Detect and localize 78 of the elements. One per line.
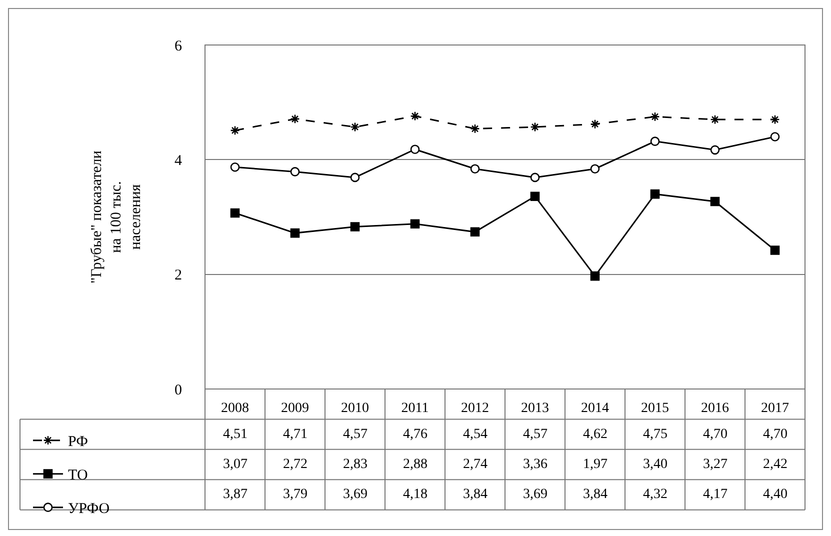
legend-label: РФ bbox=[68, 434, 88, 450]
data-label: 4,62 bbox=[583, 427, 608, 442]
point bbox=[770, 132, 780, 142]
data-label: 4,51 bbox=[223, 427, 248, 442]
x-tick-label: 2008 bbox=[221, 401, 249, 416]
data-label: 3,79 bbox=[283, 487, 308, 502]
point bbox=[650, 112, 660, 122]
data-label: 3,84 bbox=[463, 487, 488, 502]
x-tick-label: 2012 bbox=[461, 401, 489, 416]
point bbox=[230, 126, 240, 136]
data-label: 4,40 bbox=[763, 487, 788, 502]
x-tick-label: 2009 bbox=[281, 401, 309, 416]
x-tick-label: 2016 bbox=[701, 401, 729, 416]
point bbox=[710, 145, 720, 155]
point bbox=[530, 192, 540, 202]
point bbox=[410, 111, 420, 121]
point bbox=[470, 227, 480, 237]
data-label: 4,57 bbox=[523, 427, 548, 442]
data-label: 4,17 bbox=[703, 487, 728, 502]
point bbox=[770, 114, 780, 124]
point bbox=[350, 172, 360, 182]
data-label: 3,07 bbox=[223, 457, 248, 472]
data-label: 3,36 bbox=[523, 457, 548, 472]
data-label: 4,54 bbox=[463, 427, 488, 442]
point bbox=[590, 164, 600, 174]
point bbox=[530, 122, 540, 132]
data-label: 4,70 bbox=[763, 427, 788, 442]
point bbox=[230, 208, 240, 218]
y-tick-label: 4 bbox=[174, 152, 182, 169]
data-label: 3,87 bbox=[223, 487, 248, 502]
data-label: 3,84 bbox=[583, 487, 608, 502]
data-label: 3,69 bbox=[523, 487, 548, 502]
x-tick-label: 2017 bbox=[761, 401, 789, 416]
data-label: 4,57 bbox=[343, 427, 368, 442]
point bbox=[410, 144, 420, 154]
legend-label: УРФО bbox=[68, 501, 110, 518]
data-label: 3,27 bbox=[703, 457, 728, 472]
point bbox=[470, 164, 480, 174]
data-label: 2,42 bbox=[763, 457, 788, 472]
data-label: 4,75 bbox=[643, 427, 668, 442]
x-tick-label: 2015 bbox=[641, 401, 669, 416]
point bbox=[710, 196, 720, 206]
data-label: 4,71 bbox=[283, 427, 308, 442]
point bbox=[230, 162, 240, 172]
point bbox=[350, 122, 360, 132]
point bbox=[710, 114, 720, 124]
x-tick-label: 2014 bbox=[581, 401, 609, 416]
point bbox=[290, 167, 300, 176]
x-tick-label: 2013 bbox=[521, 401, 549, 416]
point bbox=[290, 228, 300, 238]
point bbox=[770, 246, 780, 255]
point bbox=[290, 114, 300, 124]
y-tick-label: 6 bbox=[174, 38, 182, 54]
data-label: 2,88 bbox=[403, 457, 428, 472]
y-axis-title: "Грубые" показатели на 100 тыс. населения bbox=[88, 150, 144, 284]
x-tick-label: 2011 bbox=[401, 401, 429, 416]
x-tick-label: 2010 bbox=[341, 401, 369, 416]
point bbox=[530, 172, 540, 182]
legend-label: ТО bbox=[68, 468, 88, 484]
data-label: 4,70 bbox=[703, 427, 728, 442]
y-tick-label: 0 bbox=[174, 382, 182, 398]
data-label: 2,74 bbox=[463, 457, 488, 472]
data-label: 3,69 bbox=[343, 487, 368, 502]
data-label: 1,97 bbox=[583, 457, 608, 472]
point bbox=[350, 222, 360, 232]
data-label: 4,76 bbox=[403, 427, 428, 442]
point bbox=[650, 136, 660, 146]
point bbox=[410, 219, 420, 229]
data-label: 4,32 bbox=[643, 487, 668, 502]
y-tick-label: 2 bbox=[174, 268, 182, 284]
data-label: 2,72 bbox=[283, 457, 308, 472]
point bbox=[590, 119, 600, 129]
data-label: 3,40 bbox=[643, 457, 668, 472]
data-label: 4,18 bbox=[403, 487, 428, 502]
point bbox=[590, 271, 600, 281]
point bbox=[470, 124, 480, 134]
data-label: 2,83 bbox=[343, 457, 368, 472]
point bbox=[650, 189, 660, 199]
